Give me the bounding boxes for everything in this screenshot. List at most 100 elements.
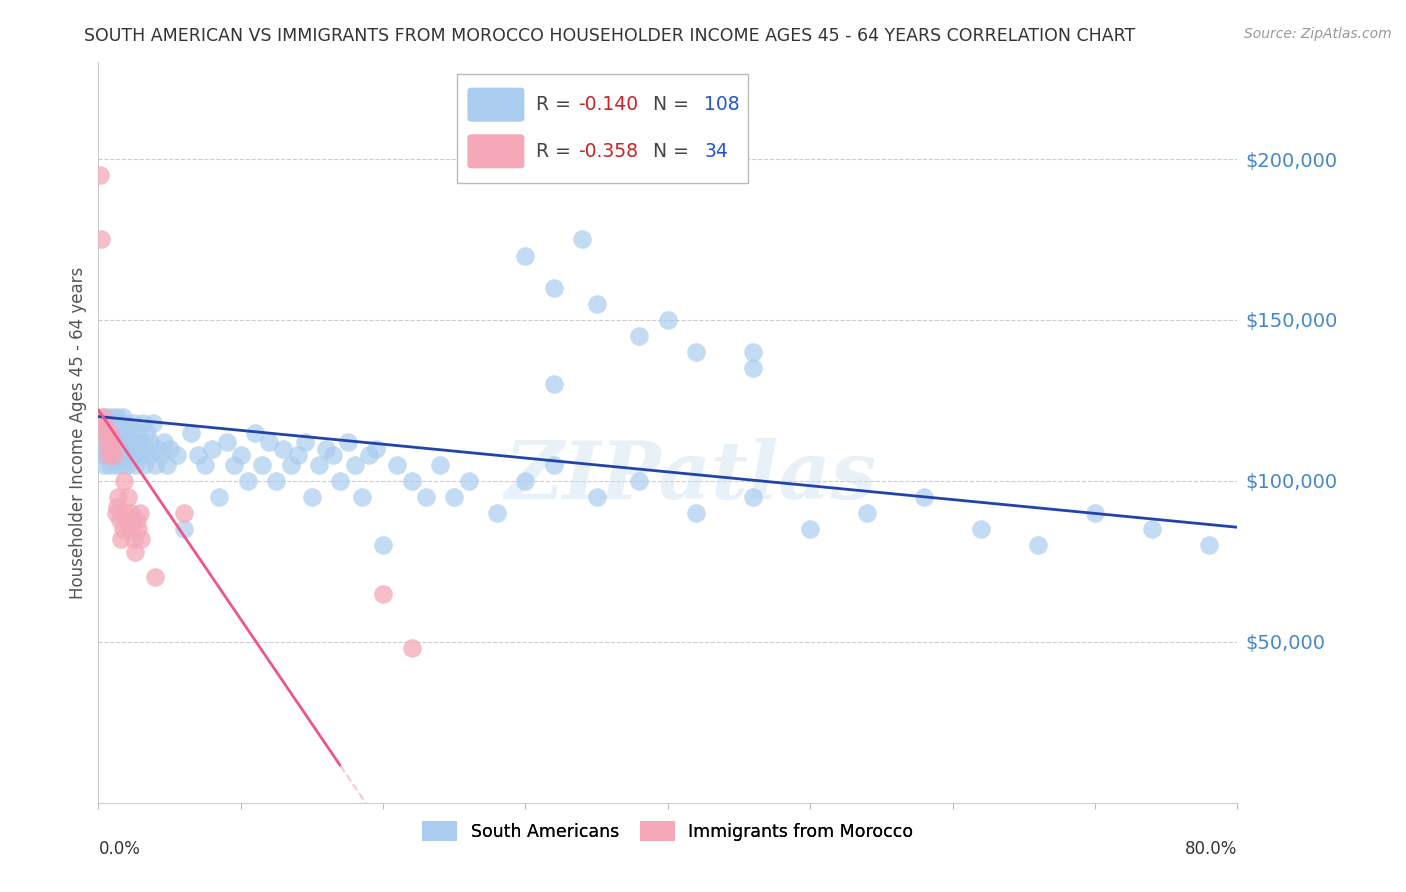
Point [329, 474, 352, 488]
Point [187, 448, 209, 462]
Point [912, 490, 935, 504]
Point [115, 512, 138, 526]
Text: -0.140: -0.140 [578, 95, 638, 114]
Point [515, 249, 537, 263]
Point [515, 474, 537, 488]
Point [742, 361, 765, 376]
Point [97, 435, 120, 450]
Point [129, 532, 152, 546]
Point [125, 512, 148, 526]
Point [105, 409, 128, 424]
Text: 0.0%: 0.0% [98, 840, 141, 858]
Point [122, 416, 145, 430]
Point [114, 416, 136, 430]
Point [373, 586, 395, 600]
Point [111, 409, 134, 424]
Point [110, 532, 132, 546]
Point [128, 506, 150, 520]
Point [98, 425, 121, 440]
Point [350, 490, 373, 504]
Point [98, 458, 121, 472]
Point [387, 458, 409, 472]
Point [96, 435, 118, 450]
Point [96, 425, 118, 440]
Point [97, 409, 120, 424]
Text: SOUTH AMERICAN VS IMMIGRANTS FROM MOROCCO HOUSEHOLDER INCOME AGES 45 - 64 YEARS : SOUTH AMERICAN VS IMMIGRANTS FROM MOROCC… [84, 27, 1136, 45]
Point [294, 435, 316, 450]
Point [585, 490, 607, 504]
Point [124, 545, 146, 559]
Point [273, 442, 295, 456]
Point [301, 490, 323, 504]
Point [443, 490, 465, 504]
Point [131, 416, 153, 430]
Point [194, 458, 217, 472]
Point [132, 458, 155, 472]
Point [742, 345, 765, 359]
Point [215, 435, 238, 450]
Text: -0.358: -0.358 [578, 142, 638, 161]
Point [101, 448, 124, 462]
Text: 80.0%: 80.0% [1185, 840, 1237, 858]
Point [97, 448, 120, 462]
Text: N =: N = [641, 142, 695, 161]
Point [229, 448, 252, 462]
Point [103, 416, 125, 430]
Point [201, 442, 224, 456]
Point [628, 329, 651, 343]
Point [208, 490, 231, 504]
FancyBboxPatch shape [467, 87, 524, 121]
Y-axis label: Householder Income Ages 45 - 64 years: Householder Income Ages 45 - 64 years [69, 267, 87, 599]
FancyBboxPatch shape [457, 73, 748, 183]
Point [266, 474, 288, 488]
Text: ZIPatlas: ZIPatlas [505, 438, 877, 516]
Point [364, 442, 387, 456]
Point [1140, 522, 1163, 536]
Point [108, 512, 131, 526]
Point [322, 448, 344, 462]
Point [107, 448, 129, 462]
Text: Source: ZipAtlas.com: Source: ZipAtlas.com [1244, 27, 1392, 41]
Point [108, 435, 131, 450]
Point [457, 474, 479, 488]
Point [585, 297, 607, 311]
Point [103, 435, 125, 450]
Point [101, 409, 124, 424]
Point [357, 448, 380, 462]
Point [799, 522, 821, 536]
Point [287, 448, 309, 462]
Point [135, 425, 157, 440]
Point [970, 522, 993, 536]
Point [108, 416, 131, 430]
Point [159, 442, 181, 456]
Point [110, 442, 132, 456]
Point [112, 435, 135, 450]
Point [401, 474, 423, 488]
Point [101, 435, 124, 450]
Point [111, 425, 134, 440]
Point [100, 442, 122, 456]
Point [121, 512, 143, 526]
Point [93, 458, 115, 472]
Point [166, 448, 188, 462]
Point [112, 474, 135, 488]
Text: N =: N = [641, 95, 695, 114]
Text: 34: 34 [704, 142, 728, 161]
Point [107, 490, 129, 504]
Point [118, 442, 141, 456]
Point [1198, 538, 1220, 552]
Point [93, 416, 115, 430]
Point [104, 458, 127, 472]
Point [91, 409, 114, 424]
Point [105, 500, 128, 514]
Point [173, 522, 195, 536]
Point [336, 435, 359, 450]
Point [373, 538, 395, 552]
Point [98, 416, 121, 430]
Point [543, 281, 565, 295]
Point [111, 522, 134, 536]
Point [486, 506, 509, 520]
Point [308, 458, 330, 472]
Text: R =: R = [536, 95, 576, 114]
Point [124, 458, 146, 472]
